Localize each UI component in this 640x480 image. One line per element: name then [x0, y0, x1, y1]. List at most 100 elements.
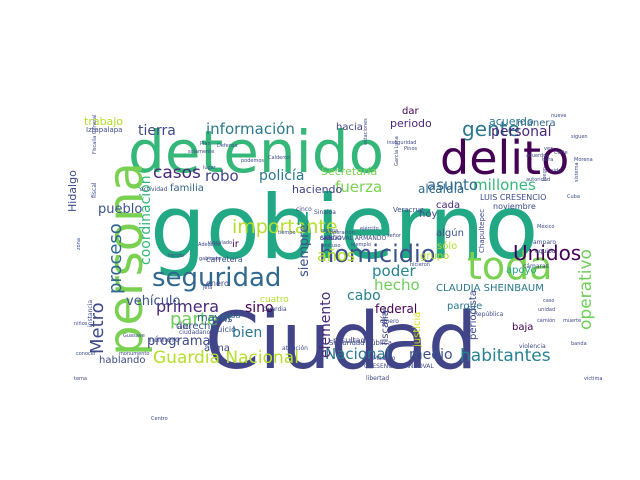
word-zona: zona	[76, 238, 82, 250]
word-amparo: amparo	[533, 239, 556, 246]
word-libertad: libertad	[366, 375, 389, 382]
word-tiempo: tiempo	[278, 230, 296, 236]
word-dinero: dinero	[380, 318, 399, 325]
word-justicia: justicia	[412, 312, 423, 348]
word-gabinete: gabinete	[199, 256, 221, 262]
word-herido: herido	[168, 253, 184, 259]
word-luis-cresencio: LUIS CRESENCIO	[480, 193, 546, 202]
word-ejercito: ejército	[360, 225, 379, 232]
word-personal: personal	[491, 124, 551, 140]
word-calle: calle	[320, 235, 334, 242]
word-fiscalia: fiscalía	[379, 310, 391, 345]
word-caso: caso	[543, 298, 554, 304]
word-dar: dar	[402, 106, 419, 117]
word-morena: Morena	[574, 157, 593, 163]
word-seguridad: seguridad	[152, 263, 281, 293]
word-numero: número	[149, 335, 180, 344]
word-corte: Corte	[554, 150, 568, 156]
word-lugar: lugar	[203, 165, 217, 171]
word-chapultepec: Chapultepec	[478, 209, 486, 253]
word-algun: algún	[436, 227, 464, 239]
word-programa: programa	[147, 334, 210, 349]
word-policia: policía	[259, 168, 304, 184]
word-nueve: nueve	[551, 113, 566, 119]
word-habitantes: habitantes	[460, 346, 551, 366]
word-metro: Metro	[87, 302, 108, 354]
word-veracruz: Veracruz	[393, 206, 424, 214]
word-asunto: asunto	[427, 176, 478, 194]
word-muerte: muerte	[563, 318, 581, 324]
word-detenido: detenido	[128, 118, 384, 186]
word-solo: sólo	[437, 240, 457, 252]
word-garcia-luna: García Luna	[393, 136, 400, 166]
word-fiscalia-general: Fiscalía General	[91, 115, 98, 154]
word-familia: familia	[170, 183, 204, 194]
word-bien: bien	[232, 325, 262, 341]
word-persona: persona	[98, 162, 154, 356]
word-parque: parque	[447, 301, 482, 312]
word-madero: Madero	[373, 355, 396, 362]
word-centro: Centro	[151, 416, 168, 422]
word-camion: camión	[537, 317, 555, 324]
word-hora: hora	[542, 157, 553, 163]
word-guasave: Guasave	[123, 333, 145, 339]
word-ciudad: Ciudad	[205, 297, 477, 387]
word-casa: casa	[222, 311, 240, 320]
word-delito: delito	[440, 131, 569, 185]
word-enero: enero	[206, 279, 229, 288]
word-iztapalapa: Iztapalapa	[86, 126, 122, 134]
word-vinculado: vinculado	[208, 240, 232, 246]
word-hecho: hecho	[374, 276, 420, 294]
word-autoridad: autoridad	[526, 177, 550, 183]
word-derecho: derecho	[176, 321, 217, 332]
word-monumento: monumento	[119, 351, 149, 357]
word-n: N	[296, 209, 309, 230]
word-incluso: incluso	[323, 243, 341, 249]
word-sistema: sistema	[574, 162, 580, 182]
word-cuatro: cuatro	[260, 295, 289, 305]
word-periodista: periodista	[468, 290, 479, 340]
word-robo: robo	[205, 167, 239, 185]
word-hacia: hacia	[336, 122, 363, 133]
word-pais: país	[212, 313, 232, 325]
word-tierra: tierra	[138, 123, 176, 139]
word-apoyo: apoyo	[506, 265, 537, 276]
word-adelante: Adelante	[198, 242, 220, 248]
word-mexico: México	[537, 223, 554, 230]
word-luego: luego	[542, 167, 548, 181]
word-noviembre: noviembre	[493, 202, 536, 211]
word-tema: tema	[74, 376, 87, 382]
word-solamente: solamente	[188, 149, 214, 155]
word-operativo: operativo	[576, 249, 596, 330]
word-secretaria: Secretaría	[321, 165, 377, 178]
word-siguen: siguen	[571, 134, 588, 140]
word-cuba: Cuba	[567, 194, 580, 200]
word-conocer: conocer	[76, 351, 97, 357]
word-resultado: resultado	[333, 336, 371, 345]
word-actividad: actividad	[140, 186, 168, 193]
word-senor: señor	[387, 233, 402, 239]
word-elemento: elemento	[318, 292, 334, 358]
word-cinco: cinco	[296, 206, 312, 213]
word-vehiculo: vehículo	[126, 294, 181, 309]
word-primera: primera	[156, 297, 219, 316]
word-ejemplo: ejemplo	[351, 242, 371, 248]
word-victima: víctima	[584, 375, 602, 382]
word-pinos: Pinos	[404, 146, 418, 152]
word-mayor: mayor	[197, 311, 233, 324]
word-sino: sino	[245, 300, 274, 316]
word-inseguridad: inseguridad	[387, 140, 416, 146]
word-federal: federal	[375, 302, 417, 316]
word-defensa: Defensa	[217, 143, 238, 149]
word-hoy: hoy	[419, 209, 437, 220]
word-muchas: Muchas	[382, 307, 388, 326]
word-cada: cada	[436, 200, 460, 211]
word-periodo: periodo	[390, 117, 432, 130]
word-guardia-nacional: Guardia Nacional	[153, 348, 299, 368]
word-podemos: podemos	[241, 158, 264, 164]
word-violencia: violencia	[519, 343, 546, 350]
word-juicio: juicio	[214, 325, 236, 334]
word-gobierno: gobierno	[150, 176, 538, 279]
word-fuerza: fuerza	[335, 178, 382, 196]
